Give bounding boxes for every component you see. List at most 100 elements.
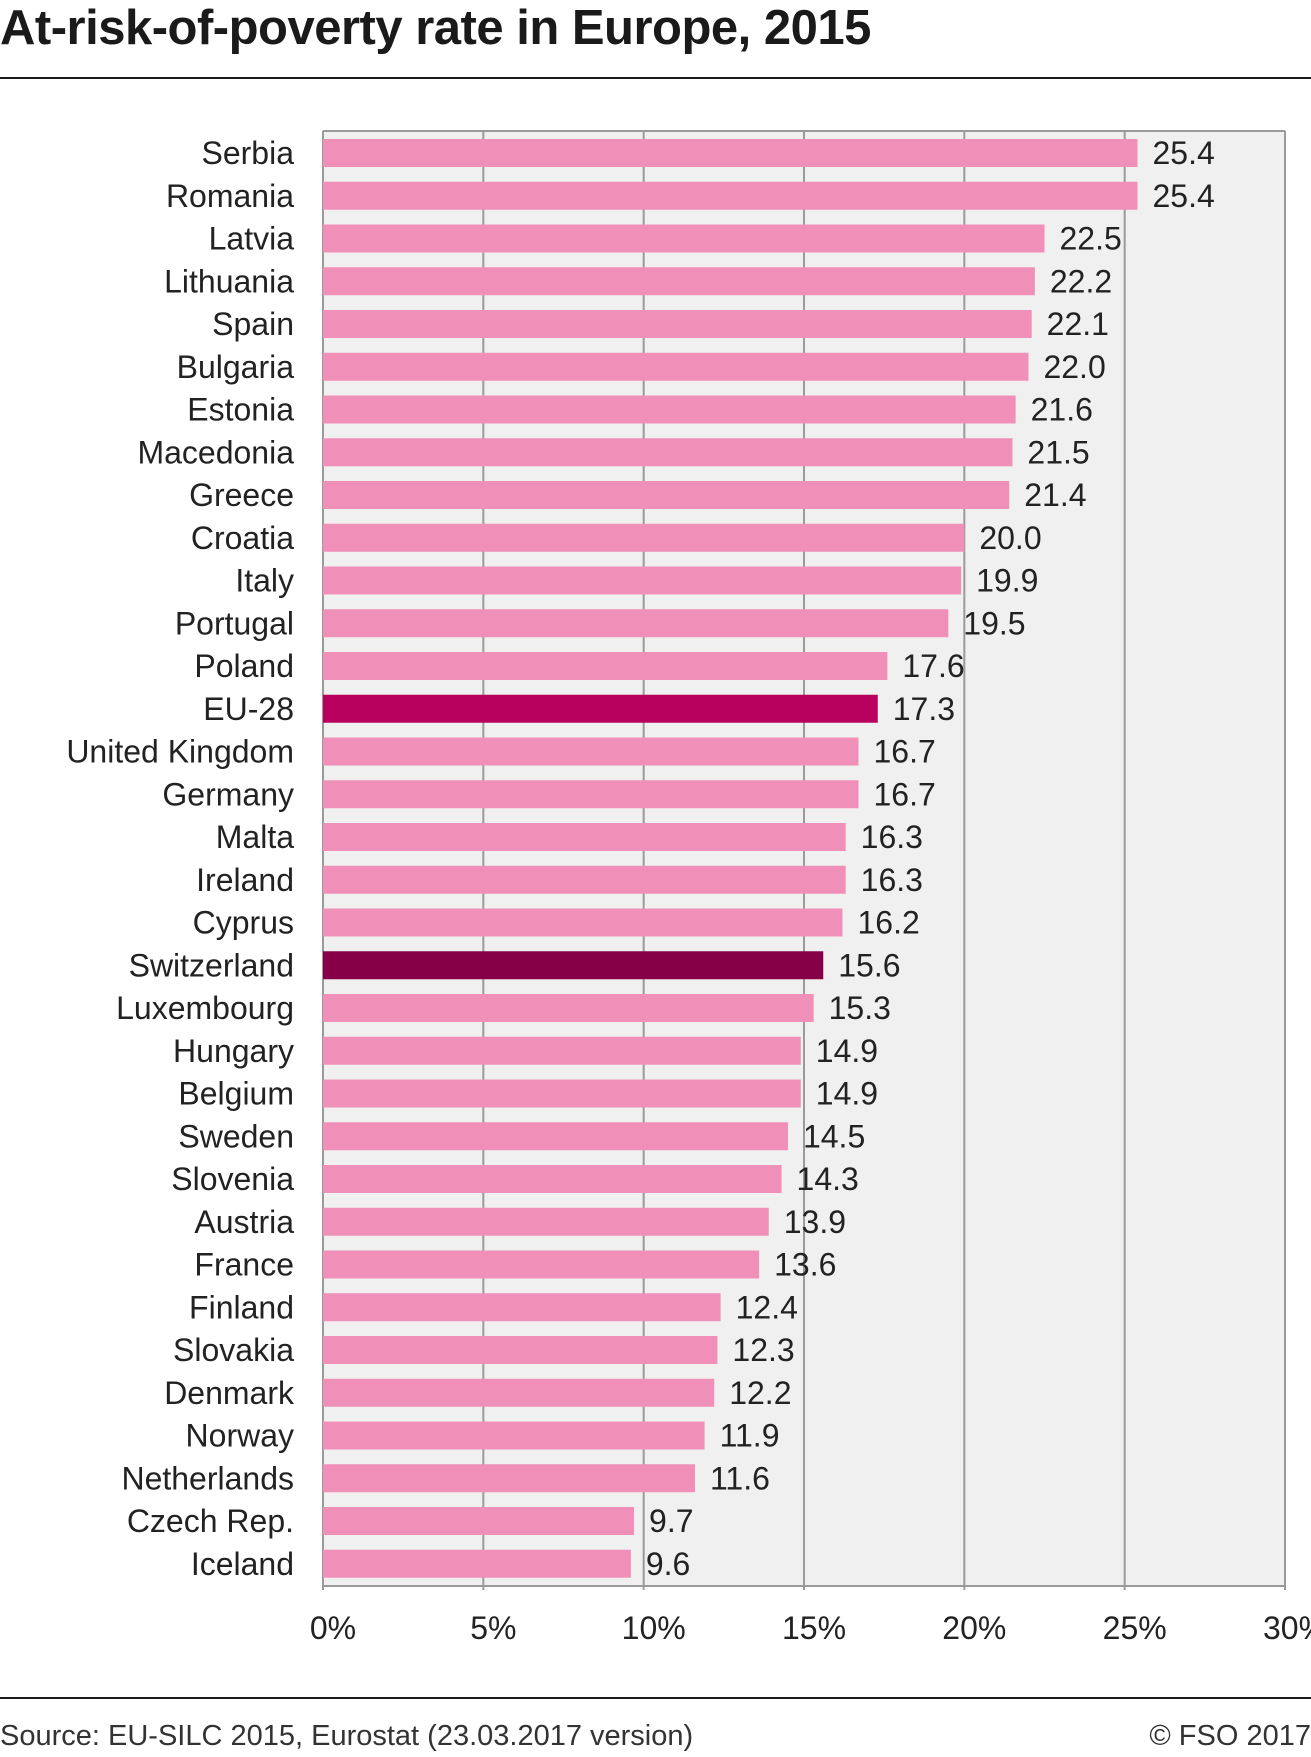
- category-label-slovakia: Slovakia: [173, 1332, 294, 1368]
- category-label-finland: Finland: [189, 1289, 294, 1325]
- value-label-hungary: 14.9: [816, 1033, 878, 1069]
- category-label-eu-28: EU-28: [203, 691, 294, 727]
- bar-luxembourg: [323, 994, 814, 1022]
- category-label-slovenia: Slovenia: [171, 1161, 294, 1197]
- value-label-portugal: 19.5: [963, 605, 1025, 641]
- value-label-finland: 12.4: [736, 1289, 798, 1325]
- value-label-croatia: 20.0: [979, 520, 1041, 556]
- category-label-italy: Italy: [235, 563, 294, 599]
- bar-romania: [323, 181, 1138, 210]
- chart-title: At-risk-of-poverty rate in Europe, 2015: [0, 1, 871, 55]
- category-label-belgium: Belgium: [178, 1076, 294, 1112]
- category-label-latvia: Latvia: [209, 221, 295, 257]
- value-label-slovenia: 14.3: [797, 1161, 859, 1197]
- category-label-austria: Austria: [194, 1204, 294, 1240]
- value-label-cyprus: 16.2: [857, 905, 919, 941]
- value-label-serbia: 25.4: [1152, 135, 1214, 171]
- footer-divider: [0, 1697, 1311, 1699]
- category-label-luxembourg: Luxembourg: [116, 990, 294, 1026]
- value-label-spain: 22.1: [1047, 306, 1109, 342]
- bar-germany: [323, 780, 859, 809]
- value-label-iceland: 9.6: [646, 1546, 690, 1582]
- category-label-hungary: Hungary: [173, 1033, 294, 1069]
- bar-croatia: [323, 523, 965, 552]
- category-label-greece: Greece: [189, 477, 294, 513]
- x-tick-label-0: 0%: [310, 1610, 356, 1646]
- bar-latvia: [323, 224, 1045, 253]
- x-tick-label-5: 5%: [470, 1610, 516, 1646]
- category-label-malta: Malta: [216, 819, 294, 855]
- bar-portugal: [323, 609, 949, 638]
- category-label-ireland: Ireland: [196, 862, 294, 898]
- value-label-france: 13.6: [774, 1247, 836, 1283]
- bar-czech-rep: [323, 1507, 635, 1535]
- value-label-latvia: 22.5: [1060, 221, 1122, 257]
- category-label-lithuania: Lithuania: [164, 263, 294, 299]
- bar-bulgaria: [323, 352, 1029, 381]
- bar-netherlands: [323, 1464, 695, 1493]
- bar-switzerland: [323, 951, 824, 980]
- value-label-czech-rep: 9.7: [649, 1503, 693, 1539]
- category-label-sweden: Sweden: [178, 1118, 294, 1154]
- category-label-macedonia: Macedonia: [137, 434, 294, 470]
- x-tick-label-15: 15%: [782, 1610, 846, 1646]
- bar-eu-28: [323, 694, 878, 723]
- bar-macedonia: [323, 438, 1013, 467]
- bars: [323, 139, 1138, 1578]
- value-label-switzerland: 15.6: [838, 947, 900, 983]
- value-label-estonia: 21.6: [1031, 392, 1093, 428]
- value-label-ireland: 16.3: [861, 862, 923, 898]
- x-tick-label-30: 30%: [1263, 1610, 1311, 1646]
- value-label-denmark: 12.2: [729, 1375, 791, 1411]
- value-label-eu-28: 17.3: [893, 691, 955, 727]
- value-label-norway: 11.9: [720, 1418, 780, 1454]
- value-label-belgium: 14.9: [816, 1076, 878, 1112]
- category-label-poland: Poland: [194, 648, 294, 684]
- bar-serbia: [323, 139, 1138, 167]
- category-label-norway: Norway: [186, 1418, 294, 1454]
- value-label-malta: 16.3: [861, 819, 923, 855]
- category-label-portugal: Portugal: [175, 605, 294, 641]
- value-label-netherlands: 11.6: [710, 1460, 770, 1496]
- value-label-greece: 21.4: [1024, 477, 1086, 513]
- bar-chart: Serbia Romania Latvia Lithuania Spain Bulgari…: [66, 130, 1311, 1646]
- category-label-croatia: Croatia: [191, 520, 294, 556]
- bar-estonia: [323, 395, 1016, 424]
- value-label-slovakia: 12.3: [732, 1332, 794, 1368]
- category-label-united-kingdom: United Kingdom: [66, 734, 294, 770]
- category-label-spain: Spain: [212, 306, 294, 342]
- bar-sweden: [323, 1122, 788, 1151]
- source-note: Source: EU-SILC 2015, Eurostat (23.03.20…: [0, 1720, 694, 1752]
- category-label-czech-rep: Czech Rep.: [127, 1503, 294, 1539]
- value-label-austria: 13.9: [784, 1204, 846, 1240]
- bar-greece: [323, 481, 1010, 509]
- value-label-romania: 25.4: [1152, 178, 1214, 214]
- value-label-luxembourg: 15.3: [829, 990, 891, 1026]
- category-label-iceland: Iceland: [191, 1546, 294, 1582]
- category-label-switzerland: Switzerland: [129, 947, 294, 983]
- x-axis-ticks: 0% 5% 10% 15% 20% 25% 30%: [310, 1610, 1311, 1646]
- title-divider: [0, 77, 1311, 79]
- bar-poland: [323, 652, 888, 680]
- bar-malta: [323, 823, 846, 851]
- bar-spain: [323, 310, 1032, 338]
- value-label-poland: 17.6: [902, 648, 964, 684]
- x-tick-label-10: 10%: [622, 1610, 686, 1646]
- bar-lithuania: [323, 267, 1035, 296]
- bar-cyprus: [323, 908, 843, 937]
- value-label-italy: 19.9: [976, 563, 1038, 599]
- value-label-lithuania: 22.2: [1050, 263, 1112, 299]
- category-label-serbia: Serbia: [202, 135, 295, 171]
- category-label-denmark: Denmark: [164, 1375, 295, 1411]
- bar-hungary: [323, 1036, 801, 1065]
- x-tick-label-20: 20%: [942, 1610, 1006, 1646]
- category-label-netherlands: Netherlands: [121, 1460, 294, 1496]
- bar-austria: [323, 1207, 769, 1236]
- x-tick-label-25: 25%: [1103, 1610, 1167, 1646]
- category-label-romania: Romania: [166, 178, 294, 214]
- category-label-estonia: Estonia: [187, 392, 294, 428]
- value-labels: 25.4 25.4 22.5 22.2 22.1 22.0 21.6 21.5 21.4 20.0…: [646, 135, 1215, 1582]
- value-label-united-kingdom: 16.7: [874, 734, 936, 770]
- bar-united-kingdom: [323, 737, 859, 766]
- bar-iceland: [323, 1549, 631, 1578]
